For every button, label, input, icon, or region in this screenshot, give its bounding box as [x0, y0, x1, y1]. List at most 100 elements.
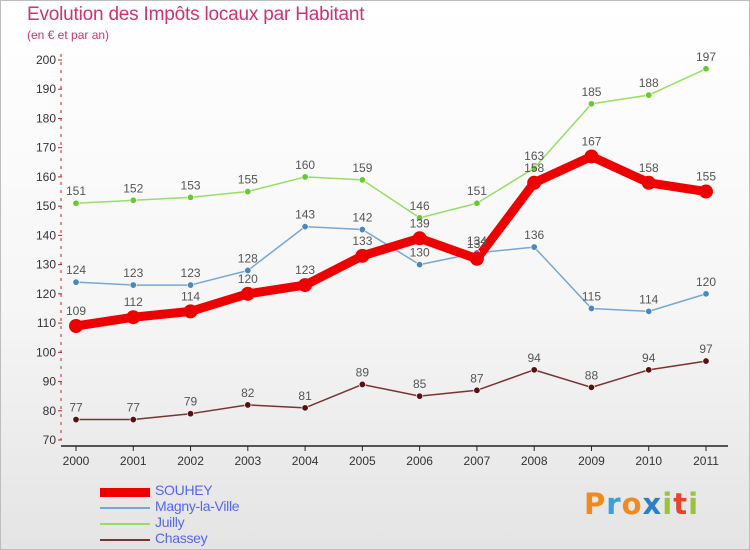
logo-letter: i: [688, 487, 700, 521]
x-tick-label: 2007: [464, 454, 491, 468]
series-line-souhey: [71, 151, 711, 331]
logo-letter: t: [673, 487, 689, 521]
data-point-juilly: [72, 199, 80, 207]
data-point-souhey: [183, 304, 198, 319]
legend-swatch: [100, 539, 150, 541]
data-point-juilly: [530, 164, 538, 172]
data-label-chassey: 85: [413, 377, 427, 391]
data-point-souhey: [469, 251, 484, 266]
data-point-magny-la-ville: [72, 278, 80, 286]
data-label-chassey: 81: [298, 389, 312, 403]
data-label-juilly: 146: [410, 199, 430, 213]
data-label-souhey: 112: [124, 295, 143, 309]
data-point-souhey: [240, 286, 255, 301]
data-point-souhey: [355, 248, 370, 263]
data-point-chassey: [416, 392, 424, 400]
legend-swatch: [100, 487, 150, 497]
data-point-chassey: [301, 404, 309, 412]
y-tick-label: 190: [36, 82, 56, 96]
data-label-juilly: 197: [696, 50, 716, 64]
logo-letter: o: [621, 487, 643, 521]
x-tick-label: 2004: [292, 454, 319, 468]
y-tick-label: 200: [36, 53, 56, 67]
data-point-juilly: [301, 173, 309, 181]
data-label-souhey: 120: [238, 272, 258, 286]
data-point-souhey: [641, 175, 656, 190]
series-lines: [71, 68, 711, 421]
y-tick-label: 120: [36, 287, 56, 301]
legend-label: Magny-la-Ville: [155, 498, 240, 514]
x-tick-label: 2010: [635, 454, 662, 468]
data-label-magny-la-ville: 123: [181, 266, 201, 280]
data-point-juilly: [473, 199, 481, 207]
series-line-chassey: [75, 360, 707, 421]
data-label-chassey: 82: [241, 386, 255, 400]
x-tick-label: 2001: [120, 454, 147, 468]
y-tick-label: 100: [36, 345, 56, 359]
x-tick-label: 2003: [234, 454, 261, 468]
y-tick-label: 180: [36, 111, 56, 125]
y-tick-label: 170: [36, 141, 56, 155]
legend-label: Juilly: [155, 514, 185, 530]
legend-label: SOUHEY: [155, 482, 213, 498]
data-label-chassey: 79: [184, 395, 198, 409]
data-label-juilly: 185: [581, 85, 601, 99]
logo-letter: r: [606, 487, 622, 521]
data-point-souhey: [298, 278, 313, 293]
data-label-magny-la-ville: 123: [123, 266, 143, 280]
data-point-chassey: [187, 410, 195, 418]
y-tick-label: 90: [43, 375, 57, 389]
series-points: [69, 65, 713, 424]
data-point-magny-la-ville: [244, 266, 252, 274]
data-label-souhey: 132: [467, 237, 487, 251]
x-tick-label: 2002: [177, 454, 204, 468]
data-point-souhey: [699, 184, 713, 199]
data-labels: 124 123 123 128 143 142 130 134 136 115 114 120 151 1…: [66, 50, 716, 415]
x-tick-label: 2009: [578, 454, 605, 468]
data-point-souhey: [527, 175, 542, 190]
data-label-souhey: 114: [181, 289, 200, 303]
data-point-juilly: [587, 100, 595, 108]
data-label-chassey: 87: [470, 371, 484, 385]
data-point-magny-la-ville: [187, 281, 195, 289]
data-point-juilly: [702, 65, 710, 73]
legend-label: Chassey: [155, 530, 208, 546]
data-label-magny-la-ville: 120: [696, 275, 716, 289]
data-point-souhey: [584, 149, 599, 164]
data-label-juilly: 155: [238, 173, 258, 187]
proxiti-logo: Proxiti: [584, 487, 699, 521]
data-label-souhey: 123: [295, 263, 315, 277]
legend-swatch: [100, 507, 150, 509]
x-tick-label: 2006: [406, 454, 433, 468]
data-label-souhey: 158: [639, 161, 659, 175]
y-tick-label: 140: [36, 228, 56, 242]
data-label-juilly: 152: [123, 181, 143, 195]
y-tick-label: 150: [36, 199, 56, 213]
y-tick-label: 130: [36, 258, 56, 272]
data-label-chassey: 94: [528, 351, 542, 365]
data-point-magny-la-ville: [702, 290, 710, 298]
data-point-magny-la-ville: [416, 261, 424, 269]
data-label-souhey: 155: [696, 170, 716, 184]
data-label-magny-la-ville: 114: [639, 292, 658, 306]
data-label-chassey: 77: [69, 401, 83, 415]
data-point-chassey: [72, 416, 80, 424]
data-point-juilly: [358, 176, 366, 184]
data-point-chassey: [244, 401, 252, 409]
data-label-magny-la-ville: 134: [467, 234, 487, 248]
data-label-chassey: 94: [642, 351, 656, 365]
y-tick-label: 160: [36, 170, 56, 184]
data-point-souhey: [412, 231, 427, 246]
data-point-chassey: [645, 366, 653, 374]
axes: 7080901001101201301401501601701801902002…: [36, 53, 728, 468]
y-tick-label: 70: [43, 433, 57, 447]
data-label-souhey: 133: [352, 234, 372, 248]
data-label-souhey: 158: [524, 161, 544, 175]
logo-letter: i: [662, 487, 674, 521]
data-label-juilly: 163: [524, 149, 544, 163]
data-label-chassey: 89: [356, 365, 370, 379]
data-label-souhey: 139: [410, 216, 430, 230]
data-point-juilly: [416, 214, 424, 222]
series-line-magny-la-ville: [75, 225, 707, 313]
